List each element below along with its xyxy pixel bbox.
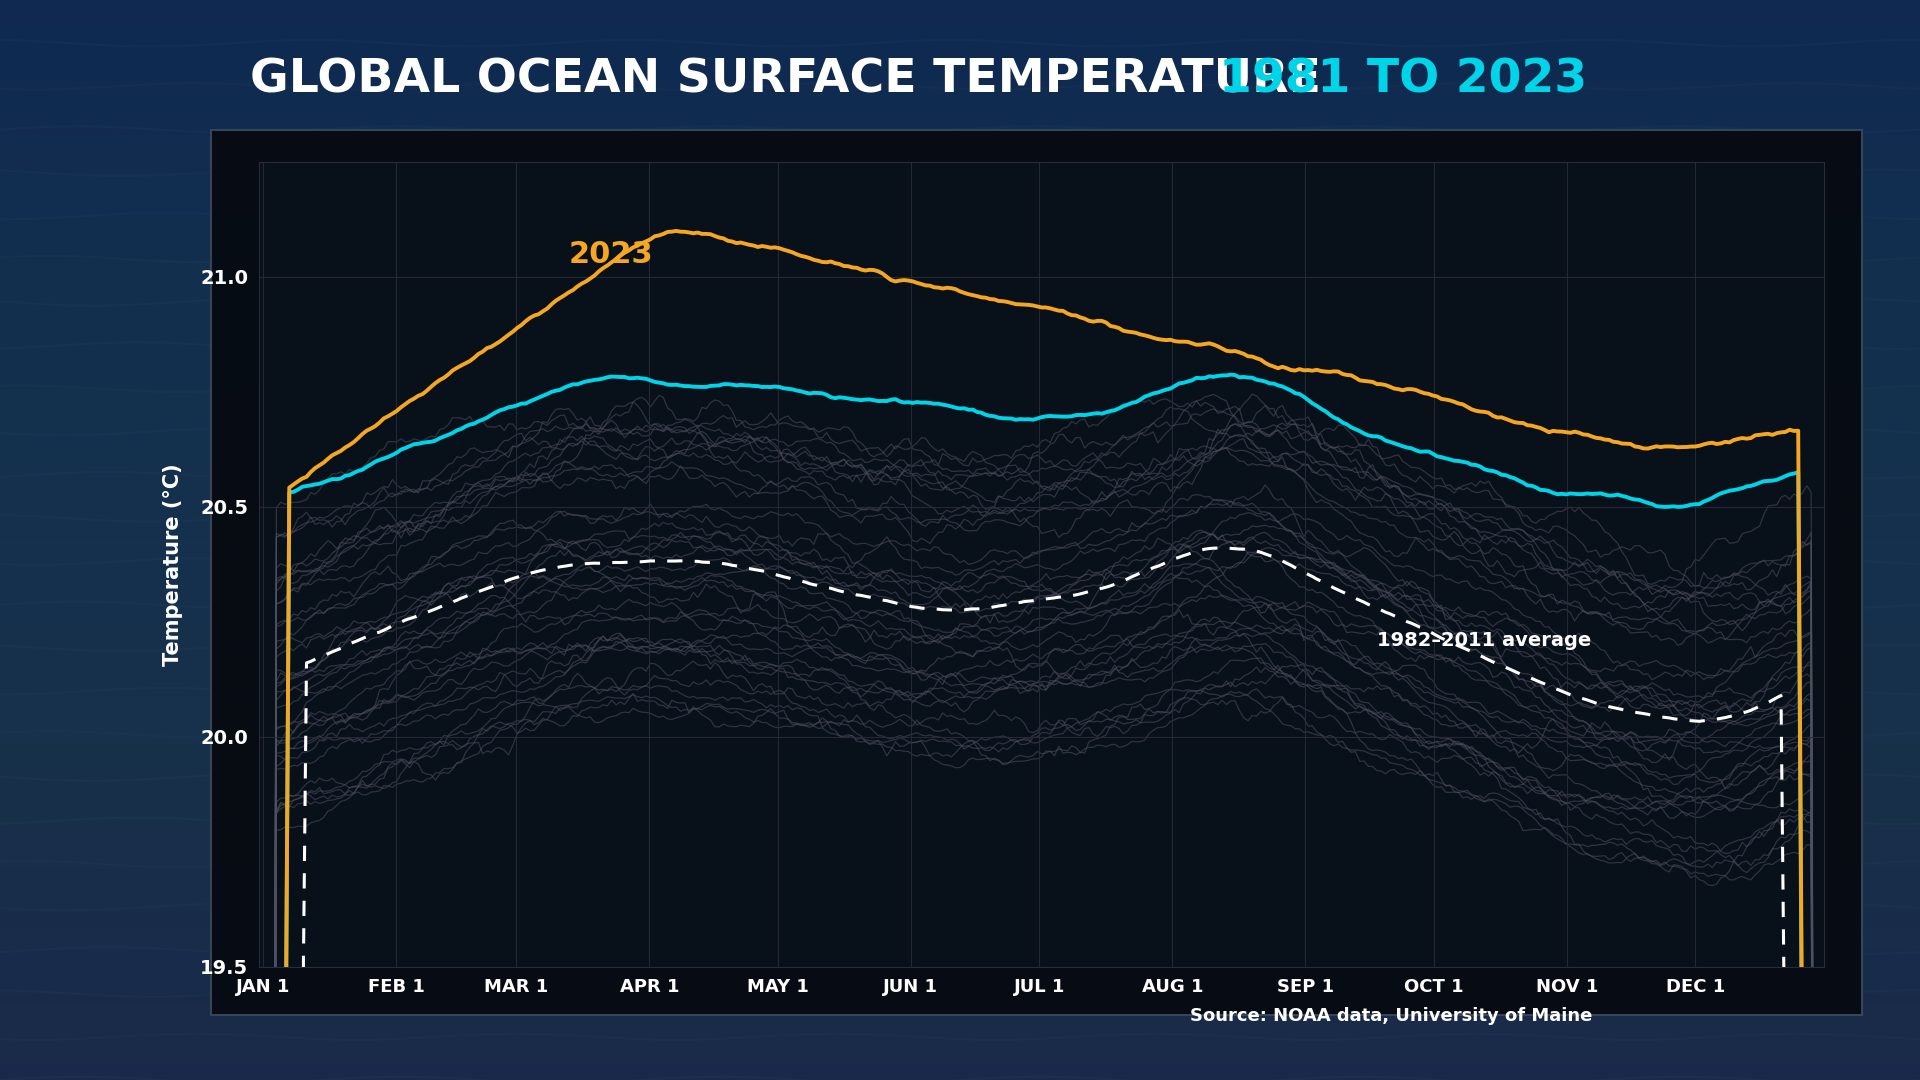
Text: Source: NOAA data, University of Maine: Source: NOAA data, University of Maine xyxy=(1190,1007,1594,1025)
Text: 1981 TO 2023: 1981 TO 2023 xyxy=(1219,57,1588,103)
Y-axis label: Temperature (°C): Temperature (°C) xyxy=(163,463,182,665)
Text: 2023: 2023 xyxy=(568,241,653,269)
Text: 1982–2011 average: 1982–2011 average xyxy=(1377,631,1592,650)
FancyBboxPatch shape xyxy=(211,130,1862,1015)
Text: GLOBAL OCEAN SURFACE TEMPERATURE: GLOBAL OCEAN SURFACE TEMPERATURE xyxy=(250,57,1336,103)
